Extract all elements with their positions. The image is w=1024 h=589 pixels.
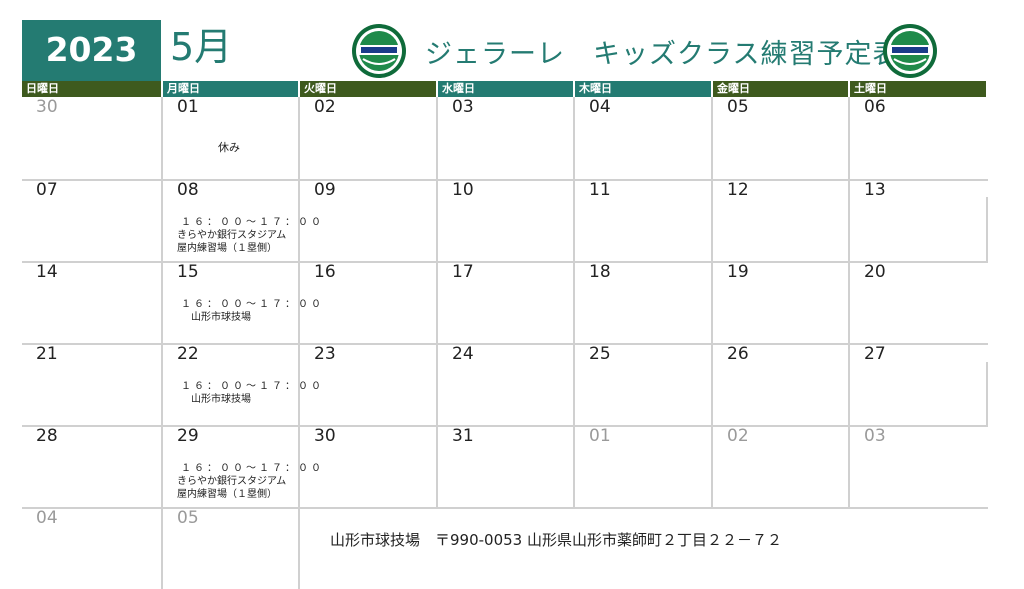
- grid-edge: [986, 362, 988, 426]
- practice-note: 休み: [218, 141, 240, 154]
- calendar-day: 16: [314, 262, 336, 282]
- calendar-day: 23: [314, 344, 336, 364]
- calendar-day: 30: [314, 426, 336, 446]
- club-emblem-icon: [352, 24, 406, 78]
- practice-note-line: きらやか銀行スタジアム: [177, 230, 287, 241]
- calendar-day: 05: [177, 508, 199, 528]
- grid-column-divider: [161, 97, 163, 589]
- calendar-day: 12: [727, 180, 749, 200]
- calendar-day: 31: [452, 426, 474, 446]
- calendar-day: 09: [314, 180, 336, 200]
- dow-header-5: 金曜日: [713, 81, 848, 97]
- practice-note-line: 休み: [218, 141, 240, 154]
- practice-note: １６：００～１７：００ きらやか銀行スタジアム 屋内練習場（１塁側）: [177, 216, 324, 255]
- calendar-day: 02: [314, 97, 336, 117]
- calendar-day: 01: [589, 426, 611, 446]
- practice-note-line: １６：００～１７：００: [181, 463, 324, 474]
- calendar-day: 03: [864, 426, 886, 446]
- dow-header-2: 火曜日: [300, 81, 436, 97]
- dow-header-6: 土曜日: [850, 81, 986, 97]
- practice-note: １６：００～１７：００ 山形市球技場: [177, 298, 324, 324]
- calendar-day: 02: [727, 426, 749, 446]
- calendar-day: 20: [864, 262, 886, 282]
- venue-address: 山形市球技場 〒990-0053 山形県山形市薬師町２丁目２２－７２: [330, 531, 782, 549]
- club-emblem-icon: [883, 24, 937, 78]
- calendar-day: 03: [452, 97, 474, 117]
- practice-note-line: 山形市球技場: [191, 312, 251, 323]
- calendar-day: 15: [177, 262, 199, 282]
- grid-column-divider: [848, 97, 850, 508]
- dow-header-3: 水曜日: [438, 81, 573, 97]
- grid-row-divider: [22, 425, 988, 427]
- calendar-day: 04: [589, 97, 611, 117]
- practice-note-line: 屋内練習場（１塁側）: [177, 489, 277, 500]
- calendar-day: 07: [36, 180, 58, 200]
- grid-row-divider: [22, 507, 988, 509]
- year-box: 2023: [22, 20, 161, 81]
- grid-column-divider: [298, 97, 300, 589]
- calendar-day: 08: [177, 180, 199, 200]
- dow-header-0: 日曜日: [22, 81, 161, 97]
- calendar-day: 14: [36, 262, 58, 282]
- calendar-day: 26: [727, 344, 749, 364]
- practice-note: １６：００～１７：００ きらやか銀行スタジアム 屋内練習場（１塁側）: [177, 462, 324, 501]
- calendar-day: 24: [452, 344, 474, 364]
- grid-row-divider: [22, 343, 988, 345]
- calendar-day: 30: [36, 97, 58, 117]
- calendar-day: 22: [177, 344, 199, 364]
- practice-note-line: １６：００～１７：００: [181, 381, 324, 392]
- grid-column-divider: [436, 97, 438, 508]
- grid-row-divider: [22, 261, 988, 263]
- schedule-title: ジェラーレ キッズクラス練習予定表: [425, 39, 901, 70]
- calendar-day: 06: [864, 97, 886, 117]
- practice-note: １６：００～１７：００ 山形市球技場: [177, 380, 324, 406]
- calendar-day: 28: [36, 426, 58, 446]
- grid-edge: [986, 197, 988, 262]
- day-of-week-header: 日曜日 月曜日 火曜日 水曜日 木曜日 金曜日 土曜日: [22, 81, 986, 97]
- practice-note-line: 屋内練習場（１塁側）: [177, 243, 277, 254]
- month-label: 5月: [170, 25, 233, 69]
- calendar-day: 25: [589, 344, 611, 364]
- grid-column-divider: [573, 97, 575, 508]
- calendar-day: 10: [452, 180, 474, 200]
- calendar-day: 04: [36, 508, 58, 528]
- calendar-day: 18: [589, 262, 611, 282]
- calendar-day: 05: [727, 97, 749, 117]
- practice-note-line: １６：００～１７：００: [181, 299, 324, 310]
- grid-column-divider: [711, 97, 713, 508]
- calendar-day: 11: [589, 180, 611, 200]
- calendar-day: 13: [864, 180, 886, 200]
- practice-note-line: １６：００～１７：００: [181, 217, 324, 228]
- calendar-day: 27: [864, 344, 886, 364]
- practice-note-line: 山形市球技場: [191, 394, 251, 405]
- grid-row-divider: [22, 179, 988, 181]
- calendar-day: 21: [36, 344, 58, 364]
- dow-header-4: 木曜日: [575, 81, 711, 97]
- calendar-day: 17: [452, 262, 474, 282]
- calendar-day: 29: [177, 426, 199, 446]
- dow-header-1: 月曜日: [163, 81, 298, 97]
- practice-note-line: きらやか銀行スタジアム: [177, 476, 287, 487]
- calendar-day: 01: [177, 97, 199, 117]
- calendar-day: 19: [727, 262, 749, 282]
